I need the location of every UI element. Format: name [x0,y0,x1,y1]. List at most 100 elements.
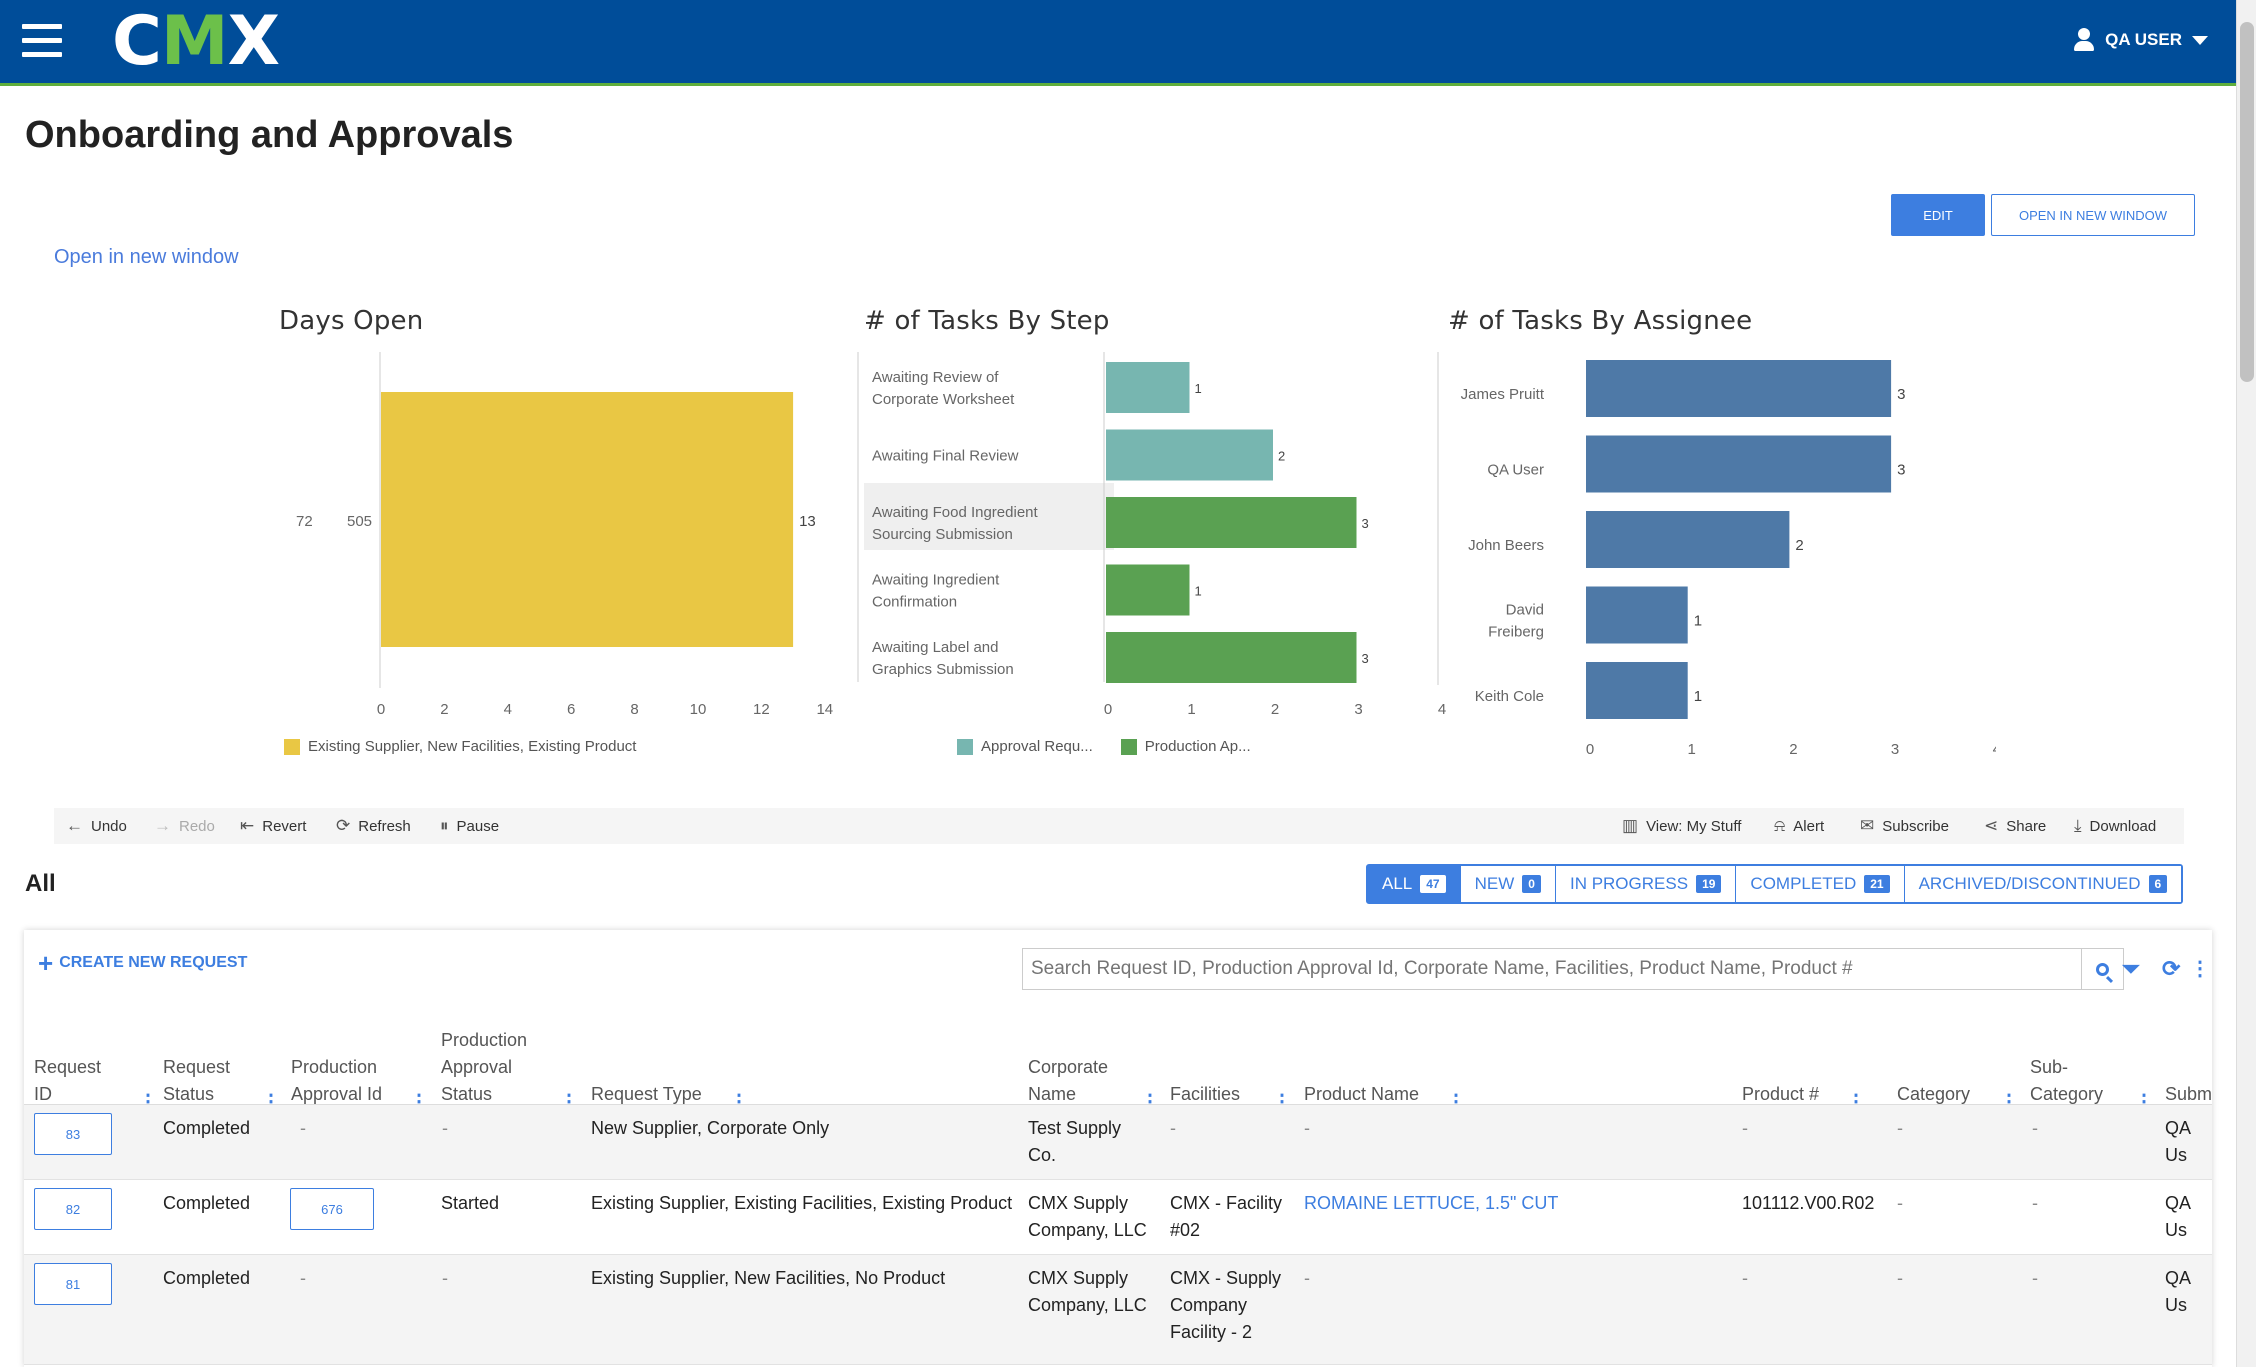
column-header-corporate-name[interactable]: Corporate Name ⋮ [1028,1057,1160,1113]
category-cell: - [1897,1193,1903,1213]
x-tick-label: 6 [567,701,575,718]
user-menu[interactable]: QA USER [2073,28,2208,52]
data-label: 13 [799,513,816,530]
user-icon [2073,28,2095,52]
category-label: Graphics Submission [872,661,1014,678]
category-label: QA User [1487,461,1544,478]
data-label: 1 [1694,612,1702,629]
redo-icon: → [154,816,171,835]
refresh-button[interactable]: ⟳ Refresh [336,816,411,835]
request-id-button[interactable]: 82 [34,1188,112,1230]
facilities-cell: - [1170,1118,1176,1138]
product-no-cell: 101112.V00.R02 [1742,1193,1875,1213]
category-cell: - [1897,1268,1903,1288]
column-header-request-type[interactable]: Request Type ⋮ [591,1084,749,1113]
category-label: Sourcing Submission [872,526,1013,543]
x-tick-label: 4 [504,701,512,718]
plus-icon: + [38,948,54,978]
tab-all[interactable]: ALL 47 [1368,866,1461,902]
redo-button[interactable]: → Redo [154,816,215,835]
table-row[interactable]: 83 Completed - - New Supplier, Corporate… [24,1105,2212,1180]
scrollbar-thumb[interactable] [2240,22,2254,382]
column-header-request-id[interactable]: Request ID ⋮ [34,1057,158,1113]
page-scrollbar[interactable] [2236,0,2256,1367]
product-no-cell: - [1742,1118,1748,1138]
x-tick-label: 3 [1891,741,1899,758]
column-header-facilities[interactable]: Facilities ⋮ [1170,1084,1292,1113]
subscribe-button[interactable]: ✉ Subscribe [1860,816,1949,835]
x-tick-label: 1 [1688,741,1696,758]
open-in-new-window-button[interactable]: OPEN IN NEW WINDOW [1991,194,2195,236]
table-row[interactable]: 81 Completed - - Existing Supplier, New … [24,1255,2212,1365]
cmx-logo[interactable]: CMX [112,2,280,81]
category-label: Confirmation [872,593,957,610]
tab-completed[interactable]: COMPLETED 21 [1736,866,1905,902]
corporate-name-cell: Test Supply Co. [1028,1118,1122,1165]
search-input[interactable] [1022,948,2082,990]
edit-button[interactable]: EDIT [1891,194,1985,236]
download-button[interactable]: ⤓ Download [2074,816,2157,835]
chart-title-tasks-by-step: # of Tasks By Step [864,306,1110,336]
pa-id-cell: - [300,1268,306,1288]
subcategory-cell: - [2032,1193,2038,1213]
legend-label: Production Ap... [1144,738,1251,755]
bar [1106,632,1357,683]
pa-id-cell: - [300,1118,306,1138]
category-label: Awaiting Food Ingredient [872,504,1038,521]
category-label: James Pruitt [1461,386,1545,403]
column-header-pa-status[interactable]: Production Approval Status ⋮ [441,1030,579,1113]
submitter-cell: QA Us [2165,1193,2191,1240]
data-label: 1 [1195,381,1202,396]
revert-button[interactable]: ⇤ Revert [240,816,307,835]
bar [1586,360,1892,417]
bar [381,392,794,647]
view-my-stuff-button[interactable]: ▥ View: My Stuff [1622,816,1742,835]
table-row[interactable]: 82 Completed 676 Started Existing Suppli… [24,1180,2212,1255]
product-name-cell: - [1304,1268,1310,1288]
tab-archived[interactable]: ARCHIVED/DISCONTINUED 6 [1904,866,2182,902]
x-tick-label: 4 [1993,741,1996,758]
submitter-cell: QA Us [2165,1268,2191,1315]
request-id-button[interactable]: 83 [34,1113,112,1155]
pa-id-button[interactable]: 676 [290,1188,374,1230]
chart-title-tasks-by-assignee: # of Tasks By Assignee [1448,306,1753,336]
column-header-sub-category[interactable]: Sub-Category ⋮ [2030,1057,2154,1113]
data-label: 1 [1195,583,1202,598]
tab-in-progress[interactable]: IN PROGRESS 19 [1555,866,1737,902]
create-new-request-button[interactable]: + CREATE NEW REQUEST [38,948,248,978]
tab-new[interactable]: NEW 0 [1460,866,1556,902]
count-badge: 0 [1522,875,1541,893]
x-tick-label: 14 [816,701,833,718]
request-status-cell: Completed [163,1193,251,1213]
column-header-request-status[interactable]: Request Status ⋮ [163,1057,281,1113]
undo-button[interactable]: ← Undo [66,816,127,835]
category-label: Keith Cole [1475,688,1544,705]
product-name-link[interactable]: ROMAINE LETTUCE, 1.5" CUT [1304,1193,1559,1213]
alert-button[interactable]: ⍾ Alert [1774,816,1825,835]
bar [1106,564,1190,616]
filter-icon[interactable]: ⏷ [2122,956,2140,981]
product-name-cell: - [1304,1118,1310,1138]
pause-button[interactable]: ⏸ Pause [440,816,500,835]
open-in-new-window-link[interactable]: Open in new window [54,246,239,268]
category-label: Awaiting Label and [872,639,999,656]
column-header-submitter[interactable]: Submi [2165,1084,2212,1104]
column-header-category[interactable]: Category ⋮ [1897,1084,2019,1113]
request-id-button[interactable]: 81 [34,1263,112,1305]
column-header-pa-id[interactable]: Production Approval Id ⋮ [291,1057,429,1113]
menu-icon[interactable] [22,24,62,58]
more-options-icon[interactable]: ⋮ [2190,958,2210,980]
search-button[interactable] [2082,948,2124,990]
count-badge: 47 [1420,875,1446,893]
bell-icon: ⍾ [1774,816,1786,835]
section-title: All [25,870,56,897]
share-button[interactable]: ⋖ Share [1984,816,2047,835]
row-label-505: 505 [347,513,372,530]
column-header-product-name[interactable]: Product Name ⋮ [1304,1084,1466,1113]
x-tick-label: 12 [753,701,770,718]
facilities-cell: CMX - Supply Company Facility - 2 [1170,1268,1282,1342]
category-label: John Beers [1468,537,1544,554]
column-header-product-no[interactable]: Product # ⋮ [1742,1084,1866,1113]
dashboard-toolbar: ← Undo → Redo ⇤ Revert ⟳ Refresh ⏸ Pause ▥ Vie… [54,808,2184,844]
refresh-grid-icon[interactable]: ⟳ [2162,956,2181,981]
